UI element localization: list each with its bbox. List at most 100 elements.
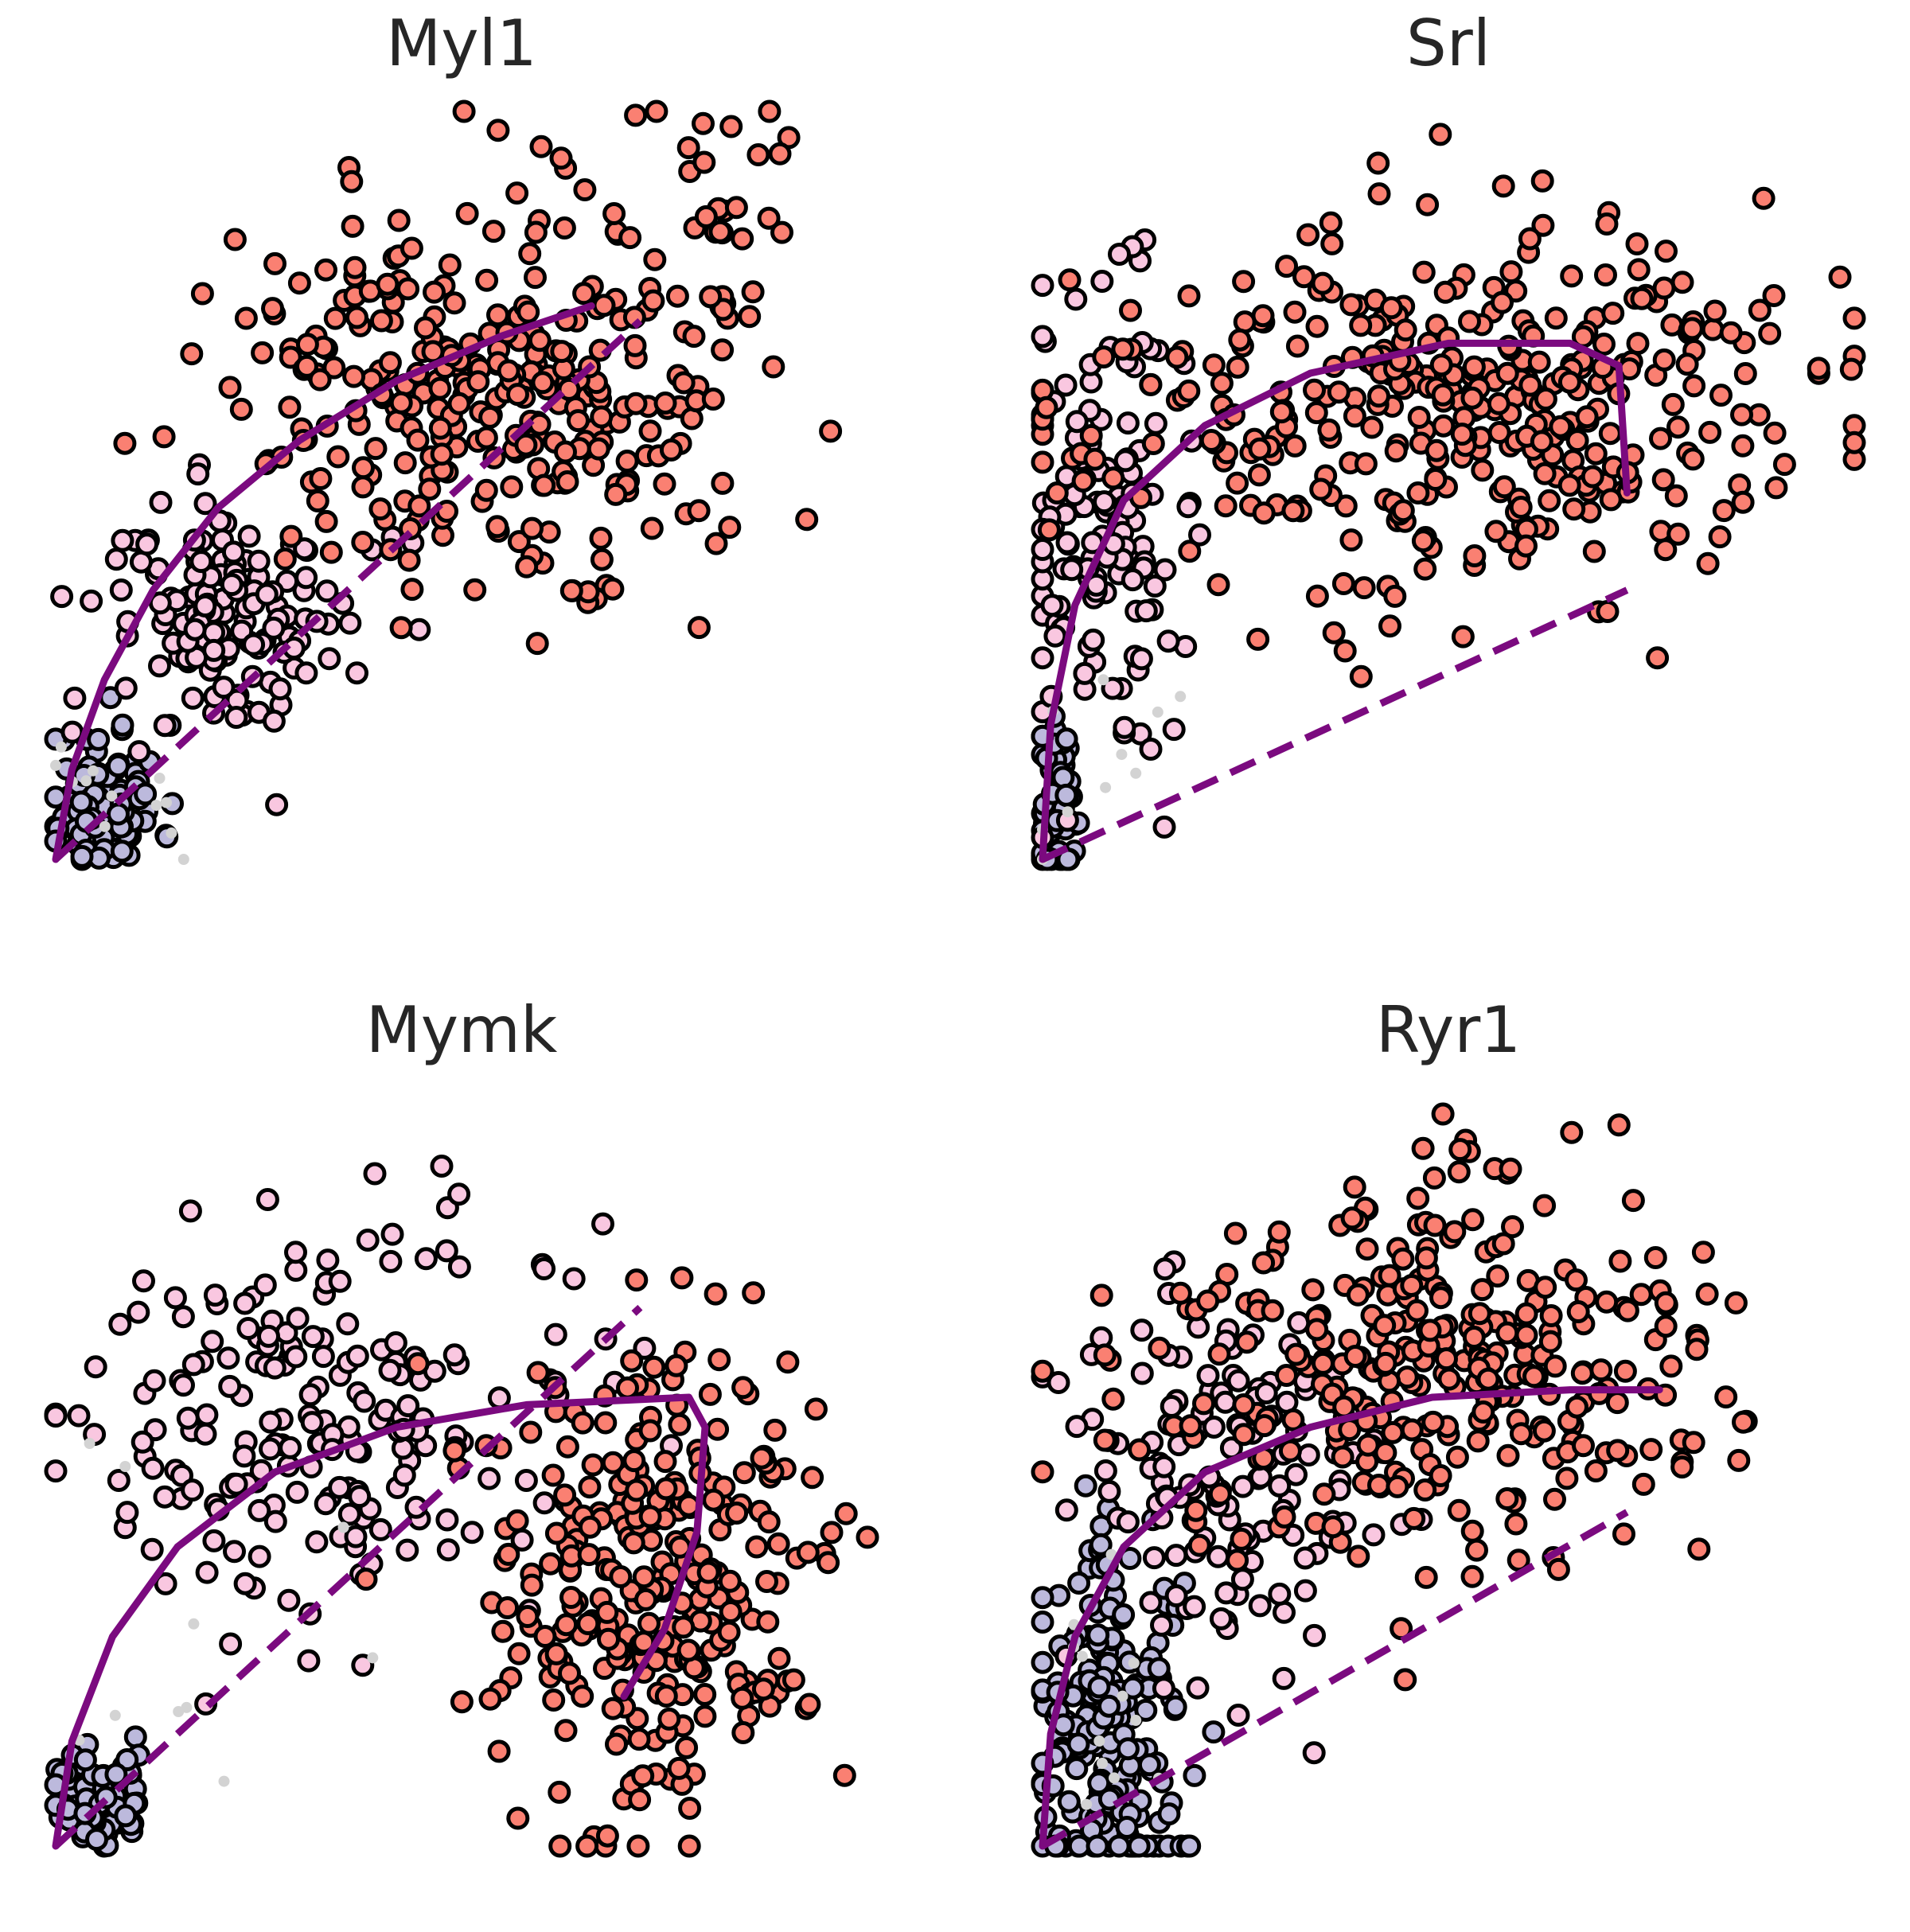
myocyte-cell-point [1405, 1299, 1429, 1322]
myoblast-cell-point [1152, 815, 1176, 839]
myocyte-cell-point [571, 1411, 594, 1435]
myocyte-cell-point [463, 578, 487, 602]
myocyte-cell-point [643, 247, 667, 271]
myocyte-cell-point [1281, 499, 1305, 523]
progenitor-cell-point [104, 1763, 128, 1786]
myocyte-cell-point [452, 99, 476, 123]
myocyte-cell-point [1594, 263, 1617, 286]
unfiltered-cell-point [84, 1438, 96, 1449]
myocyte-cell-point [1522, 1365, 1546, 1389]
myoblast-cell-point [1031, 538, 1054, 561]
myoblast-cell-point [1272, 1666, 1296, 1690]
myocyte-cell-point [400, 236, 423, 260]
myocyte-cell-point [631, 1764, 655, 1788]
myocyte-cell-point [708, 220, 732, 243]
myocyte-cell-point [345, 306, 368, 329]
myocyte-cell-point [387, 208, 411, 232]
unfiltered-cell-point [99, 820, 111, 832]
myoblast-cell-point [1040, 594, 1064, 617]
myocyte-cell-point [1680, 317, 1704, 341]
myocyte-cell-point [1402, 1506, 1426, 1530]
myoblast-cell-point [532, 1257, 556, 1280]
myoblast-cell-point [300, 1411, 324, 1435]
myocyte-cell-point [1709, 384, 1733, 407]
myoblast-cell-point [337, 1502, 361, 1526]
myocyte-cell-point [306, 489, 329, 512]
myocyte-cell-point [1599, 488, 1623, 512]
myocyte-cell-point [234, 306, 258, 330]
myocyte-cell-point [732, 1461, 756, 1485]
progenitor-cell-point [1086, 1623, 1110, 1647]
myocyte-cell-point [559, 578, 583, 602]
myocyte-cell-point [1533, 1194, 1557, 1217]
myoblast-cell-point [1226, 1369, 1250, 1393]
myoblast-cell-point [171, 1305, 195, 1329]
myoblast-cell-point [1113, 715, 1136, 739]
myoblast-cell-point [348, 1485, 372, 1509]
myocyte-cell-point [554, 440, 577, 464]
myocyte-cell-point [369, 309, 393, 333]
myocyte-cell-point [1083, 447, 1107, 471]
myocyte-cell-point [1367, 182, 1391, 206]
myocyte-cell-point [223, 228, 247, 251]
myocyte-cell-point [602, 202, 626, 225]
myocyte-cell-point [1666, 522, 1690, 546]
myocyte-cell-point [1698, 420, 1722, 444]
myoblast-cell-point [1296, 1443, 1320, 1467]
myocyte-cell-point [1595, 1290, 1619, 1314]
myocyte-cell-point [1543, 1354, 1567, 1378]
myocyte-cell-point [1732, 1410, 1755, 1434]
myocyte-cell-point [261, 297, 284, 321]
myocyte-cell-point [263, 251, 286, 275]
myocyte-cell-point [1727, 1448, 1751, 1472]
myocyte-cell-point [1281, 1408, 1305, 1431]
myocyte-cell-point [1179, 1414, 1203, 1438]
myocyte-cell-point [1581, 465, 1604, 489]
myocyte-cell-point [1584, 442, 1608, 465]
myocyte-cell-point [616, 1376, 639, 1400]
myocyte-cell-point [762, 355, 785, 379]
myocyte-cell-point [817, 1551, 840, 1575]
myoblast-cell-point [1060, 558, 1084, 582]
myoblast-cell-point [368, 1517, 392, 1541]
myoblast-cell-point [1043, 624, 1067, 648]
myoblast-cell-point [1031, 646, 1054, 670]
myocyte-cell-point [1356, 1433, 1380, 1457]
myocyte-cell-point [1616, 1299, 1639, 1322]
myoblast-cell-point [193, 594, 217, 617]
myoblast-cell-point [435, 1239, 458, 1263]
myocyte-cell-point [1327, 380, 1351, 404]
myoblast-cell-point [1209, 1607, 1233, 1630]
myocyte-cell-point [1128, 1438, 1152, 1462]
myocyte-cell-point [1772, 453, 1796, 477]
myocyte-cell-point [497, 1542, 520, 1566]
myocyte-cell-point [567, 409, 590, 433]
myocyte-cell-point [278, 395, 302, 419]
myocyte-cell-point [548, 1834, 572, 1858]
myoblast-cell-point [363, 1162, 387, 1186]
myoblast-cell-point [1073, 661, 1097, 685]
myoblast-cell-point [336, 1312, 360, 1336]
progenitor-cell-point [87, 727, 111, 751]
myoblast-cell-point [1188, 523, 1211, 547]
myocyte-cell-point [393, 451, 417, 475]
myoblast-cell-point [1121, 568, 1144, 592]
myocyte-cell-point [400, 578, 424, 602]
myoblast-cell-point [219, 1632, 243, 1656]
myocyte-cell-point [746, 143, 770, 166]
myocyte-cell-point [1499, 260, 1523, 284]
myocyte-cell-point [1518, 373, 1542, 397]
myocyte-cell-point [1196, 1289, 1220, 1313]
myocyte-cell-point [742, 1281, 766, 1305]
myocyte-cell-point [1733, 362, 1757, 385]
myocyte-cell-point [514, 433, 538, 457]
myocyte-cell-point [407, 494, 431, 518]
myocyte-cell-point [707, 1348, 731, 1372]
myoblast-cell-point [253, 1273, 277, 1297]
myocyte-cell-point [638, 1419, 662, 1443]
unfiltered-cell-point [1076, 1650, 1088, 1662]
myocyte-cell-point [418, 477, 442, 501]
myocyte-cell-point [1562, 497, 1586, 521]
myocyte-cell-point [1226, 355, 1249, 379]
